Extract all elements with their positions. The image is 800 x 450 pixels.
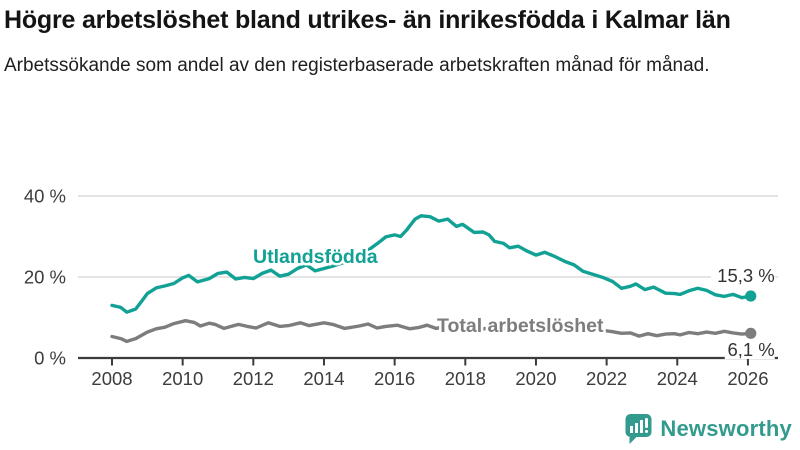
page-subtitle: Arbetssökande som andel av den registerb… [4,55,710,76]
series-line-utlandsfodda [110,214,753,314]
x-tick-label: 2024 [657,368,698,389]
series-end-dot [745,327,757,339]
x-tick-label: 2014 [303,368,344,389]
end-value-label: 15,3 % [717,265,775,286]
end-label-backing [724,340,775,359]
end-label-backing [710,266,775,286]
series-end-dot [745,290,757,302]
y-tick-label: 20 % [24,267,66,288]
header: Högre arbetslöshet bland utrikes- än inr… [4,4,774,79]
x-tick-label: 2020 [515,368,556,389]
y-tick-label: 40 % [24,186,66,207]
x-tick-label: 2022 [586,368,627,389]
brand-footer: Newsworthy [624,413,792,444]
x-tick-label: 2012 [233,368,274,389]
x-tick-label: 2010 [162,368,203,389]
x-tick-label: 2018 [445,368,486,389]
series-label: Total arbetslöshet [437,315,604,337]
brand-name: Newsworthy [660,415,792,441]
series-label: Utlandsfödda [253,246,378,268]
series-line-total [110,319,753,344]
newsworthy-logo-icon [625,414,652,444]
x-tick-label: 2008 [91,368,132,389]
page-title: Högre arbetslöshet bland utrikes- än inr… [4,6,731,34]
y-tick-label: 0 % [34,348,66,369]
x-tick-label: 2016 [374,368,415,389]
x-tick-label: 2026 [727,368,768,389]
end-value-label: 6,1 % [727,339,774,360]
